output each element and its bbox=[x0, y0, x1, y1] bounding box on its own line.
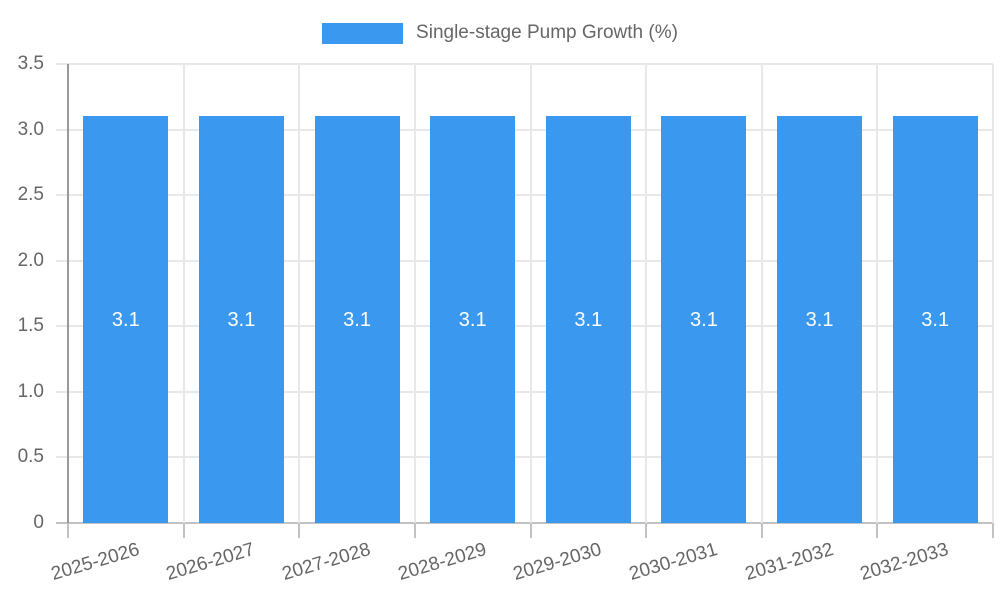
x-tick-mark bbox=[645, 523, 648, 538]
bar[interactable] bbox=[430, 116, 516, 523]
x-tick-mark bbox=[67, 523, 69, 538]
bar[interactable] bbox=[892, 116, 978, 523]
gridline-v bbox=[992, 64, 994, 523]
gridline-h bbox=[56, 128, 993, 131]
bar[interactable] bbox=[545, 116, 631, 523]
y-tick-label: 1.0 bbox=[17, 380, 44, 402]
legend-label: Single-stage Pump Growth (%) bbox=[416, 22, 678, 43]
bar[interactable] bbox=[777, 116, 863, 523]
gridline-h bbox=[56, 63, 993, 65]
x-tick-mark bbox=[529, 523, 532, 538]
gridline-h bbox=[56, 325, 993, 328]
y-tick-label: 3.0 bbox=[17, 118, 44, 140]
bar-value-label: 3.1 bbox=[574, 308, 603, 331]
gridline-v bbox=[298, 64, 301, 523]
gridline-v bbox=[645, 64, 648, 523]
bar-value-label: 3.1 bbox=[805, 308, 834, 331]
bar-value-label: 3.1 bbox=[690, 308, 718, 331]
gridline-h bbox=[56, 522, 993, 524]
gridline-h bbox=[56, 390, 993, 393]
y-tick-label: 3.5 bbox=[17, 53, 44, 74]
bar-value-label: 3.1 bbox=[343, 308, 371, 331]
x-tick-mark bbox=[992, 523, 994, 538]
y-tick-label: 0.5 bbox=[17, 446, 44, 468]
x-tick-mark bbox=[298, 523, 301, 538]
y-tick-label: 2.5 bbox=[17, 184, 44, 206]
gridline-h bbox=[56, 194, 993, 197]
bar-value-label: 3.1 bbox=[227, 308, 256, 331]
gridline-h bbox=[56, 456, 993, 459]
legend-item[interactable]: Single-stage Pump Growth (%) bbox=[0, 22, 1000, 44]
gridline-v bbox=[529, 64, 532, 523]
bar-value-label: 3.1 bbox=[921, 308, 950, 331]
y-axis-line bbox=[67, 64, 69, 523]
y-tick-label: 0 bbox=[33, 512, 44, 533]
x-tick-mark bbox=[876, 523, 879, 538]
bar-value-label: 3.1 bbox=[111, 308, 140, 331]
y-tick-label: 1.5 bbox=[17, 315, 44, 337]
y-tick-label: 2.0 bbox=[17, 249, 44, 271]
x-tick-mark bbox=[413, 523, 416, 538]
plot-area: 0 0.5 1.0 1.5 2.0 2.5 3.0 3.5 3.1 2025-2026 3.1 202… bbox=[18, 53, 994, 585]
gridline-v bbox=[760, 64, 763, 523]
legend-swatch bbox=[322, 22, 404, 44]
gridline-h bbox=[56, 259, 993, 262]
gridline-v bbox=[876, 64, 879, 523]
gridline-v bbox=[182, 64, 185, 523]
x-tick-mark bbox=[182, 523, 185, 538]
bar[interactable] bbox=[83, 116, 169, 523]
bar[interactable] bbox=[198, 116, 284, 523]
bar[interactable] bbox=[661, 116, 747, 523]
bar-value-label: 3.1 bbox=[458, 308, 487, 331]
bar[interactable] bbox=[314, 116, 400, 523]
x-tick-mark bbox=[760, 523, 763, 538]
gridline-v bbox=[413, 64, 416, 523]
